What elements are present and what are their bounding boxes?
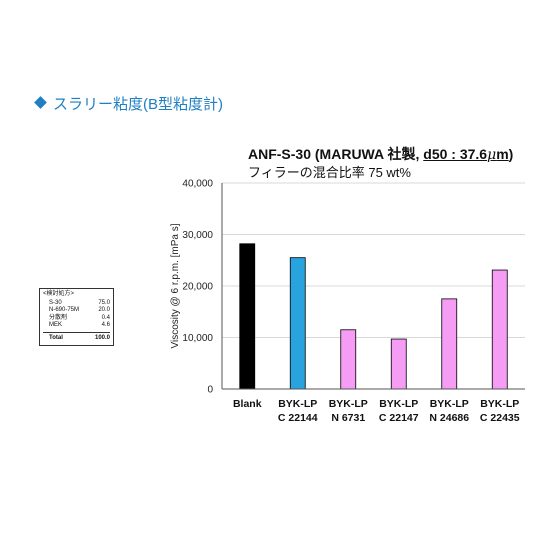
axis-layer: [221, 183, 525, 390]
recipe-row-name: S-30: [49, 299, 62, 306]
recipe-row-name: N-690-75M: [49, 307, 80, 313]
grid-layer: [222, 182, 525, 338]
y-tick-label: 20,000: [182, 282, 213, 293]
recipe-total-label: Total: [49, 334, 63, 341]
recipe-title: <検討処方>: [43, 291, 75, 297]
recipe-row-name: MEK: [49, 322, 63, 328]
y-tick-label: 10,000: [182, 333, 213, 344]
bar-0: [239, 243, 256, 390]
chart-title: ANF-S-30 (MARUWA 社製, d50 : 37.6μm): [248, 144, 513, 164]
recipe-row: N-690-75M 20.0: [43, 307, 110, 315]
recipe-row-value: 0.4: [101, 314, 110, 321]
chart-title-suffix: ): [508, 146, 514, 162]
chart-title-d50-text: d50 : 37.6: [423, 146, 488, 162]
recipe-row-name: 分散剤: [49, 314, 68, 321]
bar-2: [340, 329, 357, 390]
bar-5: [491, 269, 508, 390]
chart-subtitle: フィラーの混合比率 75 wt%: [248, 165, 411, 180]
x-category-label: BYK-LP: [480, 398, 519, 410]
recipe-total-row: Total 100.0: [43, 331, 110, 343]
recipe-row: S-30 75.0: [43, 300, 110, 308]
recipe-row: 分散剤 0.4: [43, 315, 110, 323]
x-category-label: BYK-LP: [430, 398, 469, 410]
y-tick-label: 40,000: [182, 179, 213, 190]
x-category-label: BYK-LP: [329, 398, 368, 410]
x-category-label: BYK-LP: [278, 398, 317, 410]
y-axis-title: Viscosity @ 6 r.p.m. [mPa s]: [170, 223, 181, 348]
y-tick-label: 0: [207, 385, 213, 396]
bar-3: [390, 338, 407, 390]
y-tick-label: 30,000: [182, 230, 213, 241]
recipe-row-value: 20.0: [98, 307, 110, 313]
x-category-label: N 6731: [331, 412, 365, 424]
x-category-label: C 22144: [278, 412, 318, 424]
chart-title-d50: d50 : 37.6μm: [423, 146, 509, 163]
recipe-box: <検討処方> S-30 75.0 N-690-75M 20.0 分散剤 0.4 MEK…: [39, 288, 114, 346]
bar-4: [441, 298, 458, 390]
x-category-label: BYK-LP: [379, 398, 418, 410]
chart-title-mu: μ: [487, 147, 497, 163]
recipe-total-value: 100.0: [94, 334, 110, 341]
recipe-row-value: 4.6: [101, 322, 110, 328]
label-layer: 0 10,000 20,000 30,000 40,000 Blank BYK-LP C 22…: [170, 179, 520, 425]
section-heading: スラリー粘度(B型粘度計): [34, 93, 223, 114]
bar-layer: [239, 243, 508, 390]
x-category-label: C 22435: [480, 412, 520, 424]
recipe-row-value: 75.0: [98, 299, 110, 306]
x-category-label: Blank: [233, 398, 262, 410]
bar-1: [289, 257, 306, 390]
section-heading-text: スラリー粘度(B型粘度計): [53, 96, 223, 113]
recipe-row: MEK 4.6: [43, 322, 110, 330]
chart-title-unit: m: [496, 146, 509, 162]
x-category-label: C 22147: [379, 412, 419, 424]
chart-title-prefix: ANF-S-30 (MARUWA 社製,: [248, 146, 424, 162]
x-category-label: N 24686: [429, 412, 469, 424]
